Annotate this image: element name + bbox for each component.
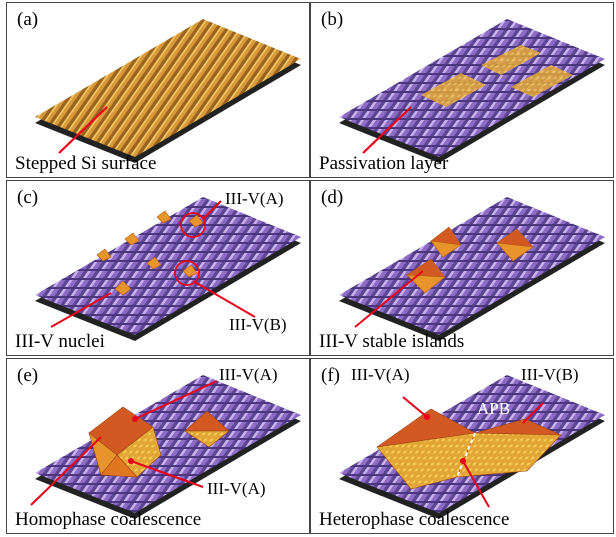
caption: III-V stable islands <box>319 331 465 352</box>
arrow <box>522 402 544 424</box>
islands-slab <box>339 197 605 341</box>
caption: Passivation layer <box>319 153 449 174</box>
panel-e: (e) III-V(A) III-V(A) Homophase coalesce… <box>6 358 310 534</box>
arrow <box>58 106 108 154</box>
panel-d: (d) III-V stable islands <box>310 180 614 356</box>
arrow <box>402 396 428 418</box>
type-a-tag-top: III-V(A) <box>219 365 278 384</box>
arrow <box>202 200 222 220</box>
arrow <box>362 106 412 154</box>
caption: III-V nuclei <box>15 331 105 352</box>
si-x-tag: Si-X <box>355 75 388 94</box>
heterophase-slab <box>339 375 605 519</box>
type-a-tag: III-V(A) <box>225 189 284 208</box>
arrow <box>192 280 256 318</box>
panel-label: (a) <box>17 9 39 30</box>
panel-label: (f) <box>321 365 340 386</box>
arrow <box>462 460 490 508</box>
type-a-tag-bottom: III-V(A) <box>207 479 266 498</box>
panel-label: (b) <box>321 9 344 30</box>
nuclei-slab <box>35 197 301 341</box>
passivated-slab <box>339 19 605 163</box>
arrow <box>30 436 102 506</box>
caption: Homophase coalescence <box>15 509 202 530</box>
si-slab <box>35 19 301 163</box>
arrow <box>130 460 204 488</box>
homophase-slab <box>30 375 301 519</box>
type-b-tag: III-V(B) <box>521 365 579 384</box>
caption: Heterophase coalescence <box>319 509 510 530</box>
panel-label: (d) <box>321 187 344 208</box>
type-b-tag: III-V(B) <box>229 315 287 334</box>
apb-tag: APB <box>477 399 511 418</box>
panel-a: (a) Si Stepped Si surface <box>6 2 310 178</box>
panel-b: (b) Si-X Passivation layer <box>310 2 614 178</box>
caption: Stepped Si surface <box>15 153 157 174</box>
arrow <box>50 292 112 328</box>
panel-c: (c) III-V(A) III-V(B) III-V nuclei <box>6 180 310 356</box>
si-tag: Si <box>53 75 68 94</box>
panel-label: (c) <box>17 187 39 208</box>
panel-f: (f) III-V(A) III-V(B) APB Heterophase co… <box>310 358 614 534</box>
type-a-tag: III-V(A) <box>351 365 410 384</box>
panel-label: (e) <box>17 365 39 386</box>
arrow <box>354 270 424 328</box>
arrow <box>134 380 218 420</box>
